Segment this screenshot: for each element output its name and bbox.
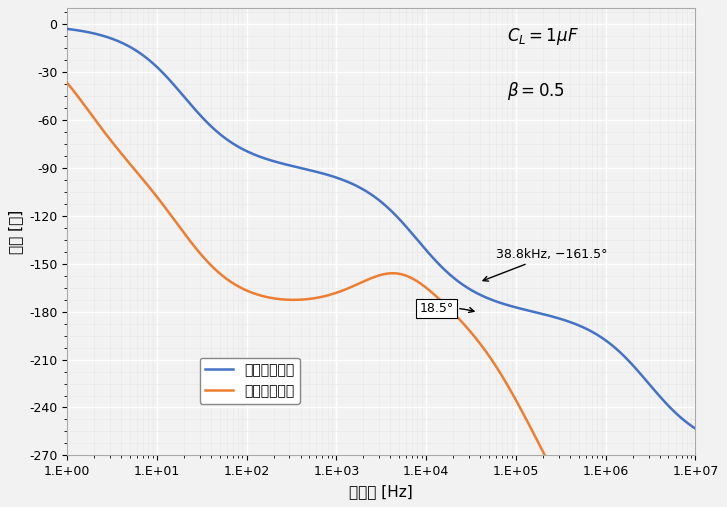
- Legend: 進み回路なし, 進み回路あり: 進み回路なし, 進み回路あり: [200, 357, 300, 404]
- Line: 進み回路あり: 進み回路あり: [67, 83, 696, 507]
- X-axis label: 周波数 [Hz]: 周波数 [Hz]: [350, 484, 413, 499]
- 進み回路あり: [440, 301, 449, 307]
- 進み回路あり: [177, 226, 185, 232]
- Line: 進み回路なし: 進み回路なし: [67, 29, 696, 428]
- Text: $\beta = 0.5$: $\beta = 0.5$: [507, 80, 565, 102]
- 進み回路あり: [471, 335, 480, 341]
- 進み回路なし: [63, 26, 71, 32]
- Text: $C_L = 1\mu F$: $C_L = 1\mu F$: [507, 26, 579, 47]
- 進み回路あり: [531, 435, 540, 441]
- 進み回路なし: [471, 289, 480, 296]
- 進み回路あり: [302, 296, 311, 302]
- 進み回路なし: [531, 309, 540, 315]
- Text: 38.8kHz, −161.5°: 38.8kHz, −161.5°: [483, 247, 608, 281]
- 進み回路なし: [177, 90, 185, 96]
- 進み回路なし: [302, 166, 311, 172]
- Text: 18.5°: 18.5°: [419, 302, 474, 315]
- Y-axis label: 位相 [度]: 位相 [度]: [8, 210, 23, 254]
- 進み回路なし: [440, 266, 449, 272]
- 進み回路なし: [691, 425, 700, 431]
- 進み回路なし: [579, 324, 588, 331]
- 進み回路あり: [63, 80, 71, 86]
